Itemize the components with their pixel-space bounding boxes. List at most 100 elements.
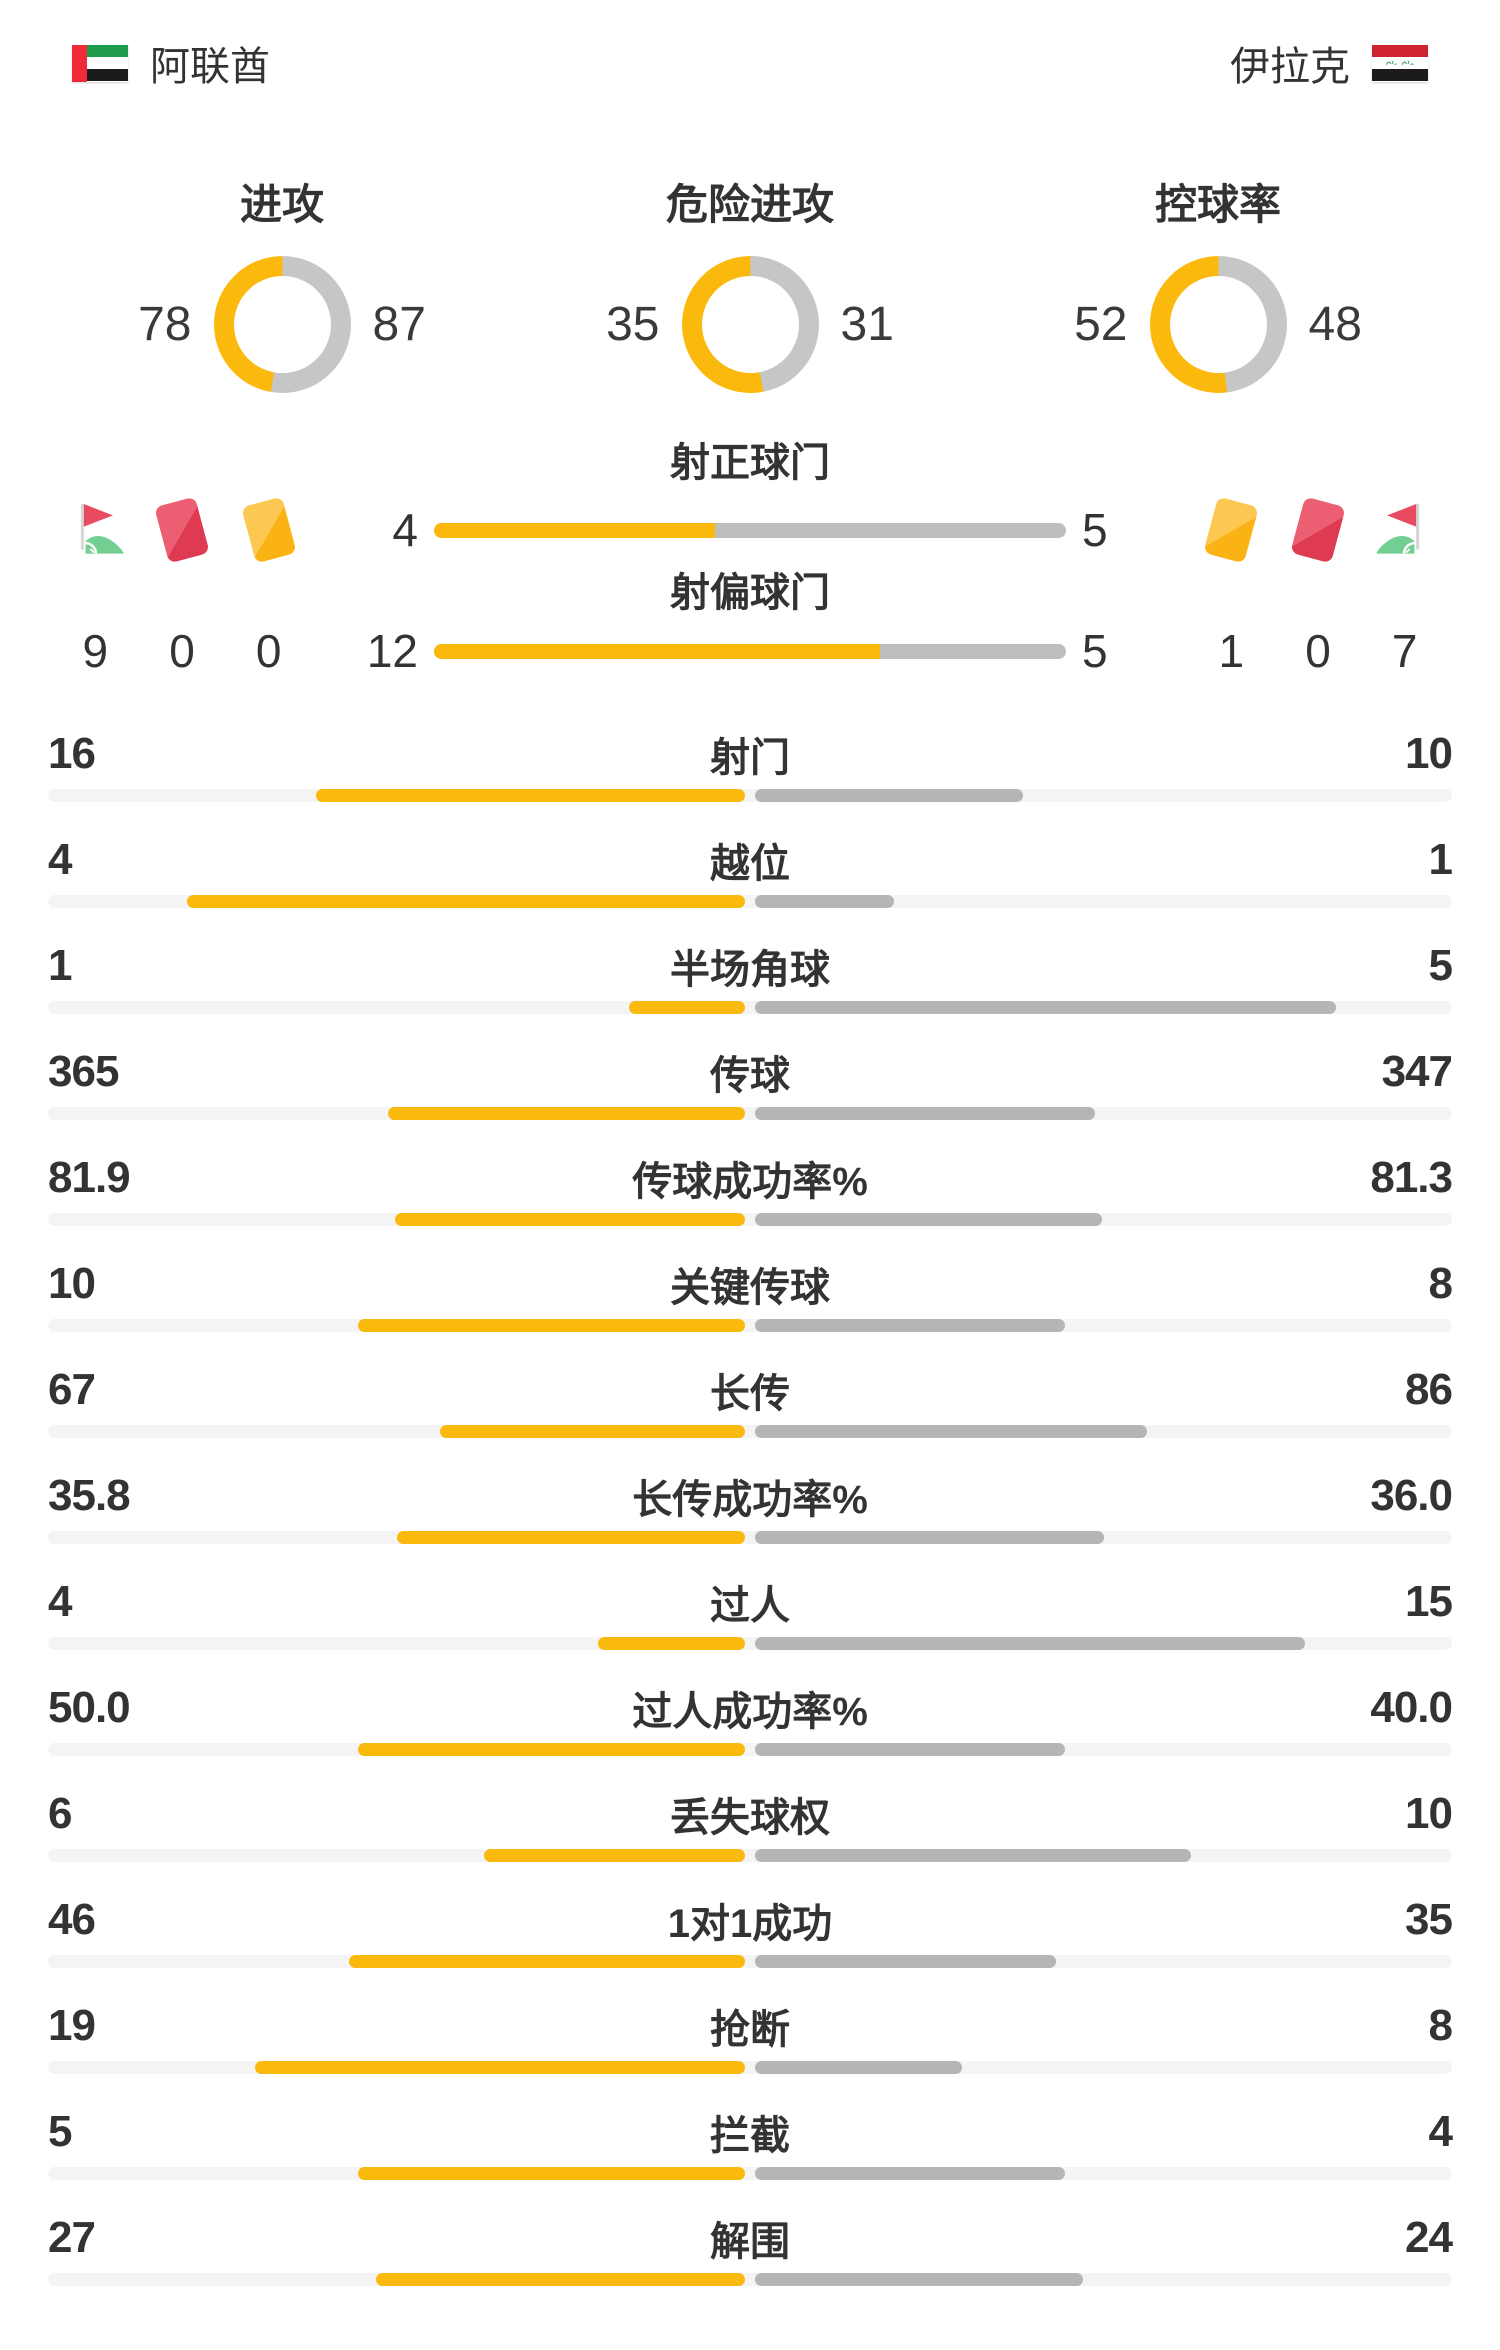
stat-home-value: 365 <box>48 1047 119 1096</box>
donut-ring <box>681 256 819 393</box>
iraq-script-icon <box>1385 60 1414 65</box>
stat-away-value: 1 <box>1428 835 1454 884</box>
stat-home-bar <box>387 1107 745 1120</box>
stat-row-header: 1 半场角球 5 <box>48 941 1454 992</box>
home-red-cards-count: 0 <box>169 625 195 677</box>
stat-away-value: 81.3 <box>1370 1153 1453 1202</box>
stat-bar-track <box>48 2167 1452 2180</box>
stat-home-bar <box>598 1637 745 1650</box>
shots-on-target-row: 4 5 <box>48 491 1452 569</box>
away-discipline-icons <box>1184 496 1452 564</box>
red-card-icon <box>1290 496 1346 564</box>
stat-row-header: 67 长传 86 <box>48 1365 1453 1416</box>
shots-off-target-home-fill <box>434 643 881 659</box>
uae-flag-icon <box>72 44 128 82</box>
corner-flag-icon <box>1376 503 1420 554</box>
stat-label: 过人 <box>710 1584 790 1628</box>
donut-chart-2: 控球率 52 48 <box>984 180 1452 393</box>
stat-row-header: 81.9 传球成功率% 81.3 <box>48 1153 1453 1204</box>
stat-bar-track <box>48 1743 1452 1756</box>
stat-row-4: 81.9 传球成功率% 81.3 <box>48 1153 1453 1226</box>
shots-on-target-home-fill <box>434 522 715 538</box>
stat-bar-track <box>48 1107 1452 1120</box>
stat-away-value: 10 <box>1405 729 1453 778</box>
away-yellow-cards-count: 1 <box>1218 625 1245 677</box>
stat-row-header: 6 丢失球权 10 <box>48 1789 1453 1840</box>
donut-away-value: 48 <box>1308 298 1362 351</box>
donut-hole <box>1169 276 1267 373</box>
stat-away-value: 8 <box>1428 2001 1454 2050</box>
stat-row-7: 35.8 长传成功率% 36.0 <box>48 1471 1453 1544</box>
home-discipline-values: 9 0 0 <box>48 624 316 678</box>
stat-row-14: 27 解围 24 <box>48 2213 1453 2286</box>
stat-away-bar <box>755 1425 1147 1438</box>
home-yellow-cards-count: 0 <box>255 625 282 677</box>
shots-on-target-bar <box>434 522 1066 538</box>
stat-away-bar <box>755 2273 1083 2286</box>
stat-away-bar <box>755 1319 1065 1332</box>
shots-off-target-home-value: 12 <box>366 625 418 677</box>
donut-home-value: 35 <box>606 298 660 351</box>
stat-away-bar <box>755 1637 1306 1650</box>
stat-home-bar <box>357 2167 745 2180</box>
yellow-card-icon <box>241 496 297 564</box>
stat-row-header: 10 关键传球 8 <box>48 1259 1453 1310</box>
stat-label: 拦截 <box>710 2114 790 2158</box>
stat-away-bar <box>755 2061 962 2074</box>
stat-home-value: 16 <box>48 729 96 778</box>
stat-label: 长传 <box>710 1372 790 1416</box>
team-away: 伊拉克 <box>1230 34 1428 92</box>
stat-row-5: 10 关键传球 8 <box>48 1259 1453 1332</box>
stat-home-bar <box>439 1425 745 1438</box>
stat-bar-track <box>48 1637 1452 1650</box>
stat-bar-track <box>48 2061 1452 2074</box>
red-card-icon <box>154 496 210 564</box>
team-header: 阿联酋 伊拉克 <box>48 0 1452 92</box>
away-red-card-slot <box>1275 496 1361 564</box>
stat-away-value: 347 <box>1381 1047 1453 1096</box>
stat-away-bar <box>755 1531 1105 1544</box>
home-discipline-icons <box>48 496 316 564</box>
shots-on-target-title: 射正球门 <box>670 441 830 485</box>
stat-home-value: 35.8 <box>48 1471 131 1520</box>
shots-off-target-row: 9 0 0 12 5 1 0 7 <box>48 621 1452 681</box>
stat-away-value: 5 <box>1428 941 1454 990</box>
stat-away-bar <box>755 1849 1191 1862</box>
stat-row-header: 4 过人 15 <box>48 1577 1453 1628</box>
stat-home-value: 46 <box>48 1895 96 1944</box>
shots-discipline-section: 射正球门 4 <box>48 439 1452 681</box>
stat-bar-track <box>48 1531 1452 1544</box>
stat-label: 射门 <box>710 736 790 780</box>
stat-home-value: 67 <box>48 1365 96 1414</box>
stat-away-value: 24 <box>1405 2213 1453 2262</box>
stat-away-value: 4 <box>1428 2107 1454 2156</box>
stat-row-9: 50.0 过人成功率% 40.0 <box>48 1683 1453 1756</box>
stat-home-value: 6 <box>48 1789 73 1838</box>
donut-ring <box>213 256 351 393</box>
team-away-name: 伊拉克 <box>1230 45 1350 89</box>
home-red-card-slot <box>139 496 225 564</box>
stat-away-value: 36.0 <box>1370 1471 1453 1520</box>
shots-on-target-away-value: 5 <box>1082 504 1108 556</box>
stat-row-header: 16 射门 10 <box>48 729 1453 780</box>
donut-title: 控球率 <box>1154 181 1281 228</box>
stat-row-6: 67 长传 86 <box>48 1365 1453 1438</box>
stat-row-13: 5 拦截 4 <box>48 2107 1454 2180</box>
stat-label: 长传成功率% <box>632 1478 868 1522</box>
home-corner-flag-slot <box>52 497 138 563</box>
stat-bar-track <box>48 2273 1452 2286</box>
stat-home-value: 1 <box>48 941 73 990</box>
stat-home-value: 10 <box>48 1259 96 1308</box>
donut-hole <box>701 276 799 373</box>
stat-bar-track <box>48 895 1452 908</box>
corner-flag-icon <box>80 503 124 554</box>
stat-away-value: 40.0 <box>1370 1683 1453 1732</box>
stat-away-value: 86 <box>1405 1365 1453 1414</box>
stat-label: 越位 <box>710 842 790 886</box>
stat-home-bar <box>628 1001 745 1014</box>
stat-away-bar <box>755 1107 1095 1120</box>
stat-bar-track <box>48 1425 1452 1438</box>
stat-label: 传球 <box>710 1054 790 1098</box>
donut-row: 78 87 <box>48 256 516 393</box>
home-corners-count: 9 <box>82 625 109 677</box>
